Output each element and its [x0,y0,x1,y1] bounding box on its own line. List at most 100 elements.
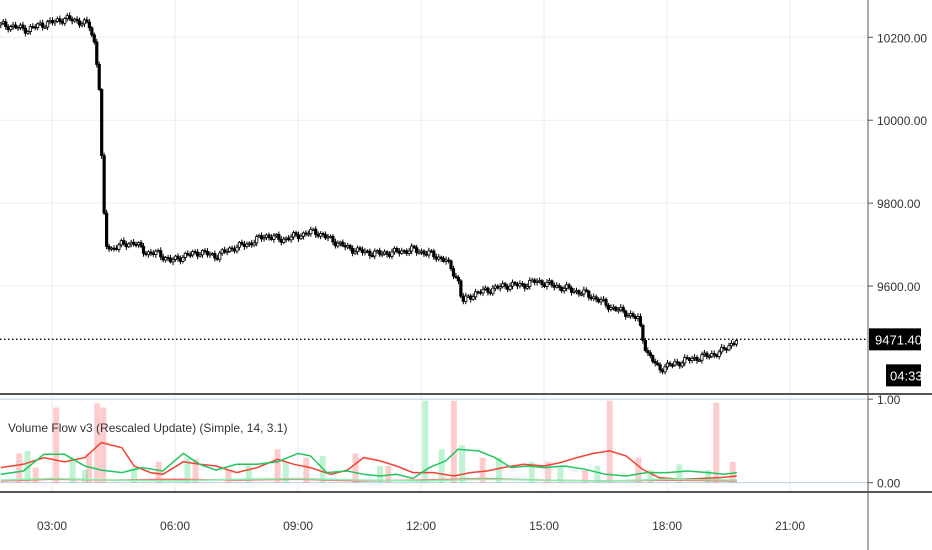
candle-body [36,23,40,28]
candle-body [230,247,234,250]
candle-body [299,235,303,240]
sell-volume-bars [32,467,39,483]
candle-body [166,257,170,260]
candle-body [695,356,699,361]
indicator-tick-label: 0.00 [877,477,901,491]
candle-body [200,250,205,256]
candle-body [520,283,524,286]
candle-body [525,285,529,289]
candle-body [11,24,15,27]
candle-body [269,237,274,240]
candle-body [587,290,591,298]
candle-body [247,242,251,245]
buy-volume-bars [495,457,502,483]
sell-volume-bars [582,470,589,483]
candle-body [102,155,106,214]
candle-body [343,245,347,248]
candle-body [267,234,271,238]
candle-body [127,243,131,248]
candle-body [242,243,246,248]
candle-body [70,18,74,22]
candle-body [164,257,168,261]
candle-body [478,291,483,294]
indicator-title[interactable]: Volume Flow v3 (Rescaled Update) (Simple… [8,421,287,435]
candle-body [616,309,620,312]
candle-body [203,250,207,253]
candle-body [555,285,559,288]
candle-body [641,324,645,341]
candle-body [405,250,409,254]
indicator-line [0,441,737,481]
candle-body [673,361,677,366]
candle-body [572,290,576,293]
candle-body [592,296,596,299]
candle-body [109,247,114,250]
candle-body [205,251,210,256]
buy-volume-bars [676,464,683,483]
candle-body [683,357,687,364]
candle-body [112,247,116,250]
candle-body [449,260,453,270]
candle-body [365,250,369,253]
buy-volume-bars [184,457,191,483]
candle-body [38,22,42,25]
candle-body [355,247,360,253]
candle-body [577,290,581,295]
sell-volume-bars [16,453,23,483]
candle-body [715,354,719,357]
sell-volume-bars [545,461,552,483]
candle-body [402,250,406,253]
candle-body [183,252,187,258]
candle-body [545,281,549,287]
candle-body [604,298,608,306]
candle-body [6,26,10,31]
candle-body [319,233,323,237]
candle-body [77,20,82,26]
candle-body [240,241,244,245]
indicator-lines [0,441,737,482]
candle-body [132,241,136,245]
candle-body [68,15,72,20]
candle-body [574,290,579,293]
candle-body [105,212,109,247]
candle-body [353,251,357,254]
candle-body [13,24,18,29]
candle-body [144,252,148,256]
candle-body [85,19,89,23]
candle-body [466,295,470,298]
candle-body [663,366,667,373]
candle-body [722,346,726,350]
candle-body [375,250,379,253]
time-tick-label: 15:00 [529,519,559,533]
candle-body [385,251,389,255]
candle-body [274,233,278,237]
candle-body [168,257,173,263]
candle-body [437,256,441,260]
candle-body [678,362,682,367]
candle-body [250,242,254,246]
candle-body [338,241,342,244]
candle-body [363,250,367,254]
candle-body [665,362,670,368]
candle-body [412,245,416,249]
time-tick-label: 09:00 [283,519,313,533]
candle-body [220,249,224,254]
candle-body [702,352,707,356]
candle-body [530,279,534,282]
candle-body [429,250,433,253]
candle-body [732,342,736,345]
candle-body [547,280,552,283]
candle-body [567,284,571,289]
candle-body [188,254,192,257]
candle-body [1,21,5,24]
candle-body [60,21,64,24]
candle-body [461,295,465,302]
candle-body [629,313,633,317]
candle-body [624,310,628,317]
candle-body [304,232,308,235]
candle-body [0,22,3,26]
candle-body [306,233,310,236]
candle-body [427,250,431,256]
candle-body [734,340,738,345]
candle-body [80,23,84,26]
